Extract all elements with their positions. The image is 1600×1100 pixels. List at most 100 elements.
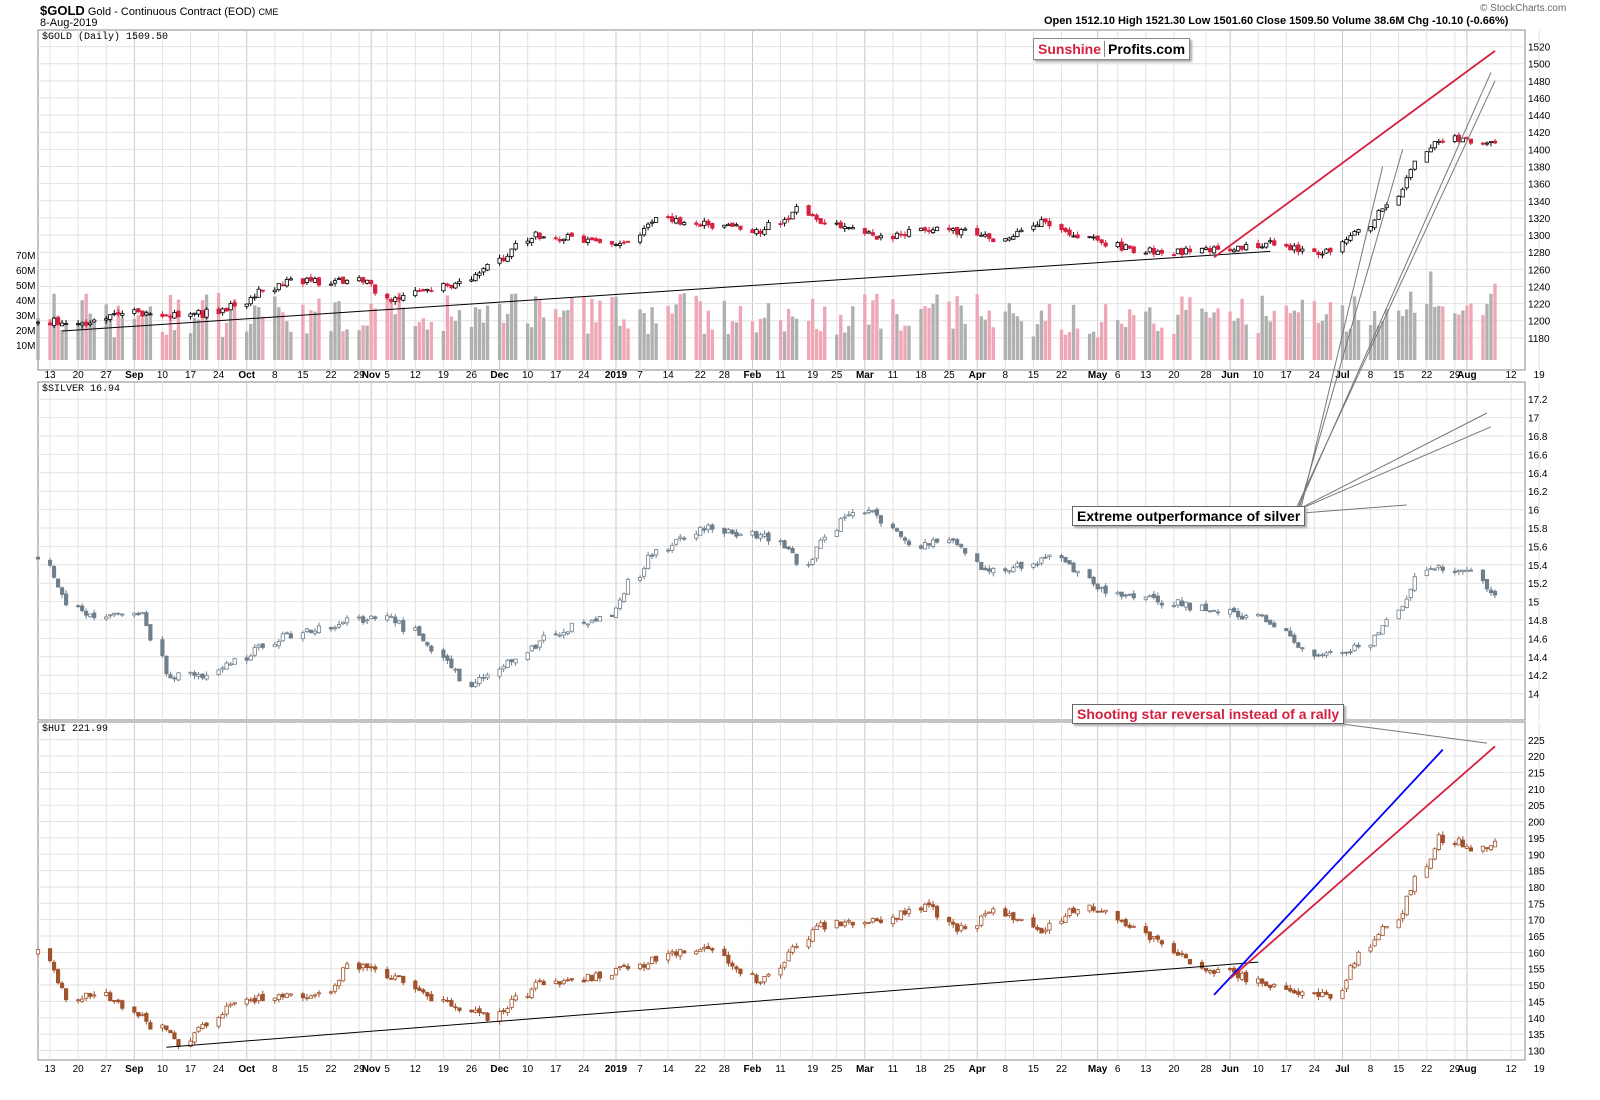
candle-body	[485, 263, 490, 271]
candle-body	[533, 981, 538, 989]
volume-bar	[754, 332, 759, 360]
candle-body	[1155, 595, 1160, 603]
candle-body	[762, 229, 767, 235]
volume-bar	[385, 296, 389, 360]
candle-body	[1232, 607, 1237, 613]
candle-body	[316, 277, 322, 286]
candle-body	[1412, 160, 1417, 170]
y-tick-label: 16.4	[1528, 469, 1548, 480]
candle-body	[280, 633, 285, 642]
candle-body	[172, 677, 177, 680]
candle-body	[148, 313, 153, 316]
x-tick-label-upper: Aug	[1457, 370, 1476, 381]
candle-body	[453, 1006, 458, 1009]
volume-bar	[1401, 315, 1405, 360]
candle-body	[284, 279, 289, 287]
candle-body	[204, 1022, 209, 1027]
x-tick-label-upper: 11	[888, 370, 899, 381]
volume-tick-label: 70M	[16, 251, 35, 262]
volume-bar	[1059, 329, 1064, 360]
candle-body	[88, 613, 93, 618]
candle-body	[216, 669, 221, 675]
candle-body	[951, 228, 956, 231]
trendline-red	[1229, 745, 1496, 980]
candle-body	[200, 673, 205, 679]
candle-body	[987, 568, 992, 572]
candle-body	[1240, 972, 1245, 980]
x-tick-label: 17	[550, 1064, 562, 1075]
candle-body	[1372, 939, 1377, 947]
candle-body	[304, 628, 310, 632]
candle-body	[120, 613, 125, 616]
candle-body	[55, 578, 61, 588]
volume-bar	[1067, 332, 1072, 360]
candle-body	[1007, 913, 1012, 917]
volume-bar	[253, 305, 257, 360]
candle-body	[1372, 219, 1377, 229]
candle-body	[730, 529, 735, 534]
volume-bar	[140, 317, 145, 360]
candle-body	[991, 568, 996, 574]
x-tick-label: 28	[719, 1064, 731, 1075]
x-tick-label-upper: 20	[1168, 370, 1180, 381]
candle-body	[782, 540, 787, 549]
x-tick-label-upper: 20	[73, 370, 85, 381]
candle-body	[1123, 244, 1128, 251]
candle-body	[1039, 219, 1044, 227]
volume-bar	[509, 293, 514, 360]
candle-body	[1071, 562, 1076, 573]
candle-body	[248, 999, 253, 1002]
candle-body	[1151, 593, 1156, 598]
candle-body	[1067, 229, 1072, 236]
volume-bar	[1007, 303, 1012, 360]
candle-body	[232, 302, 237, 307]
volume-bar	[594, 322, 598, 360]
x-tick-label-upper: Nov	[362, 370, 381, 381]
x-tick-label-upper: 2019	[605, 370, 628, 381]
candle-body	[947, 539, 952, 543]
volume-bar	[1103, 304, 1108, 360]
candle-body	[188, 313, 193, 317]
volume-bar	[534, 296, 538, 360]
candle-body	[1436, 834, 1441, 850]
volume-bar	[907, 325, 911, 360]
volume-bar	[794, 318, 799, 360]
candle-body	[421, 633, 426, 642]
volume-bar	[666, 305, 670, 360]
x-tick-label-upper: 17	[550, 370, 562, 381]
candle-body	[308, 276, 314, 282]
candle-body	[445, 999, 450, 1002]
volume-bar	[289, 331, 293, 360]
candle-body	[1199, 604, 1205, 611]
candle-body	[80, 322, 85, 326]
candle-body	[790, 548, 795, 554]
candle-body	[1063, 915, 1068, 923]
candle-body	[902, 537, 908, 541]
volume-bar	[1063, 334, 1068, 360]
candle-body	[401, 295, 406, 301]
candle-body	[1348, 965, 1353, 980]
candle-body	[312, 994, 318, 997]
candle-body	[200, 1023, 205, 1029]
trendline-blue	[1213, 749, 1444, 996]
volume-bar	[987, 310, 991, 360]
volume-bar	[132, 318, 137, 360]
candle-body	[1207, 610, 1213, 613]
candle-body	[585, 238, 590, 243]
volume-bar	[76, 322, 80, 360]
candle-body	[425, 642, 430, 646]
volume-bar	[216, 292, 221, 360]
candle-body	[1043, 929, 1048, 933]
candle-body	[196, 309, 201, 315]
candle-body	[1011, 236, 1016, 240]
volume-bar	[819, 331, 823, 360]
x-tick-label: Dec	[490, 1064, 509, 1075]
candle-body	[116, 311, 121, 315]
candle-body	[734, 224, 739, 227]
candle-body	[918, 907, 924, 911]
candle-body	[132, 1006, 137, 1013]
candle-body	[814, 214, 819, 220]
x-tick-label: 12	[410, 1064, 422, 1075]
candle-body	[1428, 568, 1433, 570]
candle-body	[365, 963, 370, 968]
